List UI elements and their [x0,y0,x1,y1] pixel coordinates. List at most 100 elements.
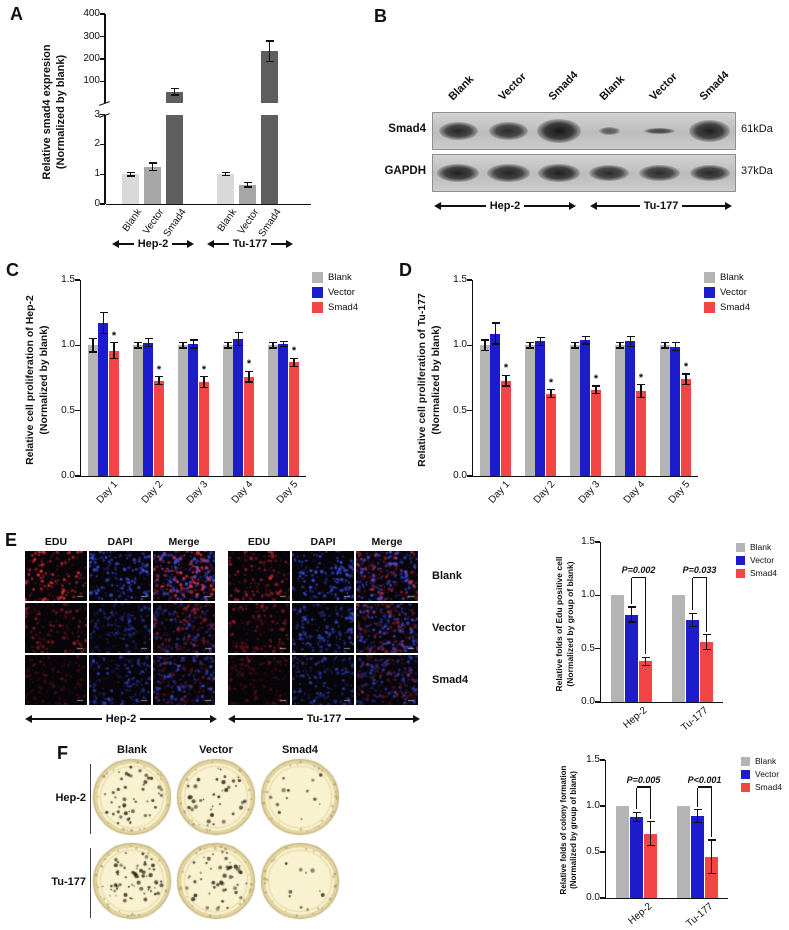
protein-band [537,163,580,183]
bar-blank [87,345,98,476]
error-cap-top [526,342,535,344]
error-bar [691,613,694,627]
bar-blank [569,345,580,476]
error-cap-bottom [179,347,188,349]
error-cap-bottom [148,170,157,172]
pvalue-bracket [692,577,707,579]
panel-western-blot: Blank Vector Smad4 Blank Vector Smad4 Sm… [368,6,789,254]
significance-marker: * [503,362,509,375]
legend-item: Vector [704,287,750,298]
bar-smad4 [699,642,713,702]
legend-swatch [312,302,323,313]
y-axis-title: Relative cell proliferation of Hep-2 (No… [24,280,51,480]
arrow-line [524,205,569,207]
error-cap-bottom [671,349,680,352]
error-bar [630,607,633,622]
group-label-hep2: Hep-2 [489,200,521,212]
y-tick-mark [600,897,605,899]
column-header-edu: EDU [44,536,68,548]
bar-vector [624,614,638,702]
micrograph-dapi-vector [292,603,354,653]
micrograph-cells-tu177 [228,551,418,705]
column-header-dapi: DAPI [310,536,336,548]
y-axis-title-line1: Relative cell proliferation of Tu-177 [416,293,428,467]
error-bar [248,371,250,382]
protein-band [589,164,630,182]
protein-band [487,164,530,182]
row-label-tu177: Tu-177 [51,876,86,888]
legend: Blank Vector Smad4 [312,272,358,313]
micrograph-edu-smad4 [25,655,87,705]
row-bracket-line [90,848,92,918]
y-tick-label: 0.0 [61,470,75,481]
error-cap-top [688,612,697,615]
error-cap-bottom [571,347,580,349]
error-bar [644,657,647,666]
error-cap-bottom [626,346,635,348]
error-bar [696,809,699,823]
bar-smad4 [590,389,601,476]
error-cap-bottom [661,347,670,349]
protein-band [437,164,480,182]
blot-strip-smad4 [432,112,736,150]
bar-smad4 [153,380,164,476]
y-tick-label: 400 [83,8,100,19]
error-cap-top [234,331,243,333]
group-label-tu177: Tu-177 [232,238,268,250]
error-cap-top [536,336,545,339]
pvalue-bracket-drop [705,578,708,632]
arrow-line [271,243,287,245]
pvalue-label: P=0.033 [682,565,717,576]
x-tick-label: Tu-177 [684,901,716,930]
legend-label: Smad4 [328,302,359,313]
error-bar [129,172,132,177]
error-bar [494,323,497,345]
colony-dish-hep-2-smad4 [260,758,340,836]
micrograph-edu-smad4 [228,655,290,705]
legend-label: Blank [328,272,352,283]
error-bar [640,384,642,398]
y-tick-label: 0.5 [581,642,595,654]
legend-item: Smad4 [704,302,750,313]
panel-label-e: E [5,530,18,550]
bar-blank [177,345,188,476]
error-cap-top [641,656,650,658]
y-tick-label: 1.0 [586,800,600,811]
bar-blank-group1 [217,174,234,204]
bar-vector-group0 [144,166,161,204]
error-cap-top [199,376,208,378]
chart-edu-quantification: Relative folds of Edu positive cell (Nor… [540,528,789,742]
legend-item: Vector [312,287,358,298]
y-tick-label: 300 [83,30,100,42]
y-tick-mark [595,648,600,650]
error-cap-bottom [170,94,179,96]
error-bar [147,338,150,347]
y-tick-mark [467,279,472,281]
legend-item: Blank [736,542,777,552]
error-cap-top [581,335,590,337]
x-tick-label: Day 2 [531,479,558,506]
legend: Blank Vector Smad4 [704,272,750,313]
arrow-line [214,243,229,245]
row-label-vector: Vector [432,622,466,634]
error-cap-bottom [154,383,163,386]
error-bar [649,821,652,846]
chart-colony-quantification: Relative folds of colony formation (Norm… [545,744,789,930]
error-cap-bottom [189,347,198,349]
y-tick-mark [600,805,605,807]
arrow-left-icon [112,240,119,248]
bar-vector [143,342,154,476]
y-axis-title: Relative smad4 expresion (Normalized by … [40,16,69,208]
group-arrow-hep2: Hep-2 [112,238,194,250]
plot-area: 0.0 0.5 1.0 1.5 Day 1 * Day 2 * Day 3 * Day 4 * Day … [453,274,698,506]
micrograph-dapi-blank [292,551,354,601]
x-tick-label: Day 4 [621,479,648,506]
panel-edu-assay: EDU DAPI Merge Hep-2 EDU DAPI Merge Tu-1… [0,528,789,742]
protein-band [488,121,529,141]
x-tick-label: Day 1 [486,479,513,506]
bar-vector [278,344,289,476]
y-tick-label: 1.5 [453,274,467,285]
error-cap-bottom [581,343,590,345]
error-cap-bottom [627,621,636,623]
y-tick-label: 1.0 [581,589,595,601]
